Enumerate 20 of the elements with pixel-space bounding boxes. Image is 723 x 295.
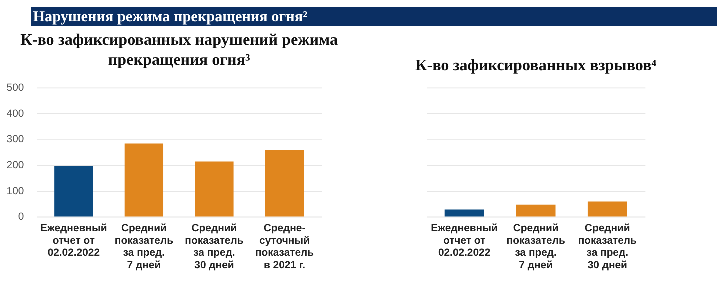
y-tick-label: 500 xyxy=(6,83,24,94)
x-tick-label: Средний показатель за пред. 7 дней xyxy=(114,223,174,272)
x-tick-label: Средний показатель за пред. 30 дней xyxy=(578,223,637,272)
x-tick-label: Средний показатель за пред. 30 дней xyxy=(185,223,244,272)
bar xyxy=(124,144,164,217)
y-tick-label: 0 xyxy=(18,212,24,224)
bar xyxy=(195,162,234,217)
x-tick-label: Средне- суточный показатель в 2021 г. xyxy=(255,223,314,272)
x-tick-label: Ежедневный отчет от 02.02.2022 xyxy=(431,223,498,260)
y-tick-label: 400 xyxy=(6,108,24,120)
x-tick-label: Средний показатель за пред. 7 дней xyxy=(506,223,566,272)
chart-subtitle: К-во зафиксированных взрывов⁴ xyxy=(416,58,657,75)
chart-subtitle: К-во зафиксированных нарушений режима прекращения огня³ xyxy=(20,32,338,69)
y-tick-label: 300 xyxy=(6,134,24,146)
y-tick-label: 200 xyxy=(6,160,24,172)
bar xyxy=(54,166,94,217)
bar xyxy=(265,150,304,217)
chart-title: Нарушения режима прекращения огня² xyxy=(33,8,308,26)
x-tick-label: Ежедневный отчет от 02.02.2022 xyxy=(40,223,108,260)
y-tick-label: 100 xyxy=(6,186,24,198)
